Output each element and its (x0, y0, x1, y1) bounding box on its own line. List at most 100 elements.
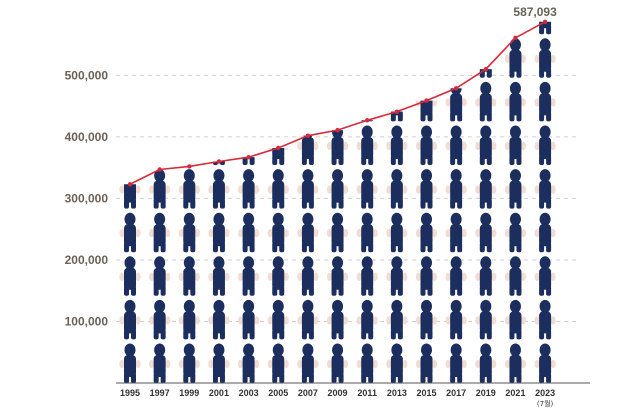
person-figure (267, 299, 289, 340)
x-tick-label: 2013 (387, 388, 407, 398)
person-figure (267, 343, 289, 383)
person-figure (178, 256, 200, 296)
x-tick-label: 1995 (120, 388, 140, 398)
data-point (394, 109, 400, 114)
person-figure (445, 256, 467, 296)
y-tick-label: 500,000 (65, 68, 109, 82)
x-tick-label: 2023 (535, 388, 555, 398)
person-figure (361, 120, 373, 122)
person-figure (208, 256, 230, 296)
person-figure (534, 343, 556, 383)
person-figure (297, 212, 319, 253)
person-figure (178, 169, 200, 209)
pictogram-column (149, 169, 171, 383)
person-figure (267, 212, 289, 253)
person-figure (238, 169, 260, 209)
data-point (127, 182, 133, 187)
person-figure (149, 256, 171, 296)
data-label: 587,093 (513, 5, 557, 19)
person-figure (356, 343, 378, 383)
pictogram-column (326, 130, 349, 383)
pictogram-column (445, 88, 467, 383)
person-figure (119, 212, 141, 253)
person-figure (386, 256, 408, 296)
person-figure (326, 256, 349, 296)
person-figure (386, 212, 408, 253)
person-figure (534, 81, 556, 122)
person-figure (504, 169, 527, 209)
y-axis: 100,000 200,000 300,000 400,000 500,000 (65, 68, 109, 328)
x-tick-label: 1999 (179, 388, 199, 398)
pictogram-column (534, 21, 556, 383)
data-point (157, 167, 162, 172)
person-figure (504, 256, 527, 296)
person-figure (326, 169, 349, 209)
person-figure (208, 169, 230, 209)
person-figure (356, 299, 378, 340)
person-figure (479, 69, 492, 78)
data-point (276, 145, 281, 151)
person-figure (238, 212, 260, 253)
person-figure (326, 299, 349, 340)
person-figure (149, 212, 171, 253)
person-figure (267, 169, 289, 209)
person-figure (504, 125, 527, 165)
person-figure (415, 299, 438, 340)
pictogram-column (119, 184, 141, 383)
person-figure (475, 81, 497, 122)
person-figure (208, 212, 230, 253)
person-figure (238, 343, 260, 383)
data-point (453, 86, 459, 91)
person-figure (445, 212, 467, 253)
person-figure (445, 125, 467, 165)
person-figure (534, 212, 556, 253)
person-figure (415, 169, 438, 209)
person-figure (212, 161, 225, 165)
person-figure (445, 169, 467, 209)
person-figure (445, 343, 467, 383)
x-tick-label: 2015 (416, 388, 436, 398)
x-tick-label: 2011 (357, 388, 377, 398)
y-tick-label: 100,000 (65, 314, 109, 328)
data-point (187, 164, 192, 169)
data-point (483, 67, 488, 72)
person-figure (297, 343, 319, 383)
pictogram-column (297, 135, 319, 383)
x-tick-label: 2007 (298, 388, 318, 398)
gridlines (116, 74, 578, 322)
data-point (542, 19, 548, 24)
person-figure (504, 343, 527, 383)
person-figure (415, 212, 438, 253)
data-point (424, 98, 429, 103)
person-figure (475, 299, 497, 340)
data-point (216, 159, 222, 164)
person-figure (356, 169, 378, 209)
y-tick-label: 300,000 (65, 191, 109, 205)
person-figure (534, 38, 556, 78)
person-figure (534, 299, 556, 340)
data-labels: 587,093 (513, 5, 557, 19)
pictogram-column (386, 111, 408, 383)
person-figure (390, 111, 403, 122)
person-figure (415, 100, 438, 122)
person-figure (475, 125, 497, 165)
person-figure (208, 343, 230, 383)
x-tick-label: 1997 (150, 388, 170, 398)
data-point (365, 118, 370, 123)
person-figure (208, 299, 230, 340)
person-figure (238, 299, 260, 340)
person-figure (534, 256, 556, 296)
person-figure (534, 169, 556, 209)
person-figure (149, 169, 171, 209)
person-figure (326, 130, 349, 165)
person-figure (297, 135, 319, 165)
person-figure (326, 212, 349, 253)
person-figure (178, 212, 200, 253)
person-figure (504, 38, 527, 78)
pictogram-column (208, 161, 230, 383)
person-figure (504, 212, 527, 253)
person-figure (386, 125, 408, 165)
person-figure (178, 343, 200, 383)
data-point (335, 127, 340, 133)
person-figure (356, 256, 378, 296)
